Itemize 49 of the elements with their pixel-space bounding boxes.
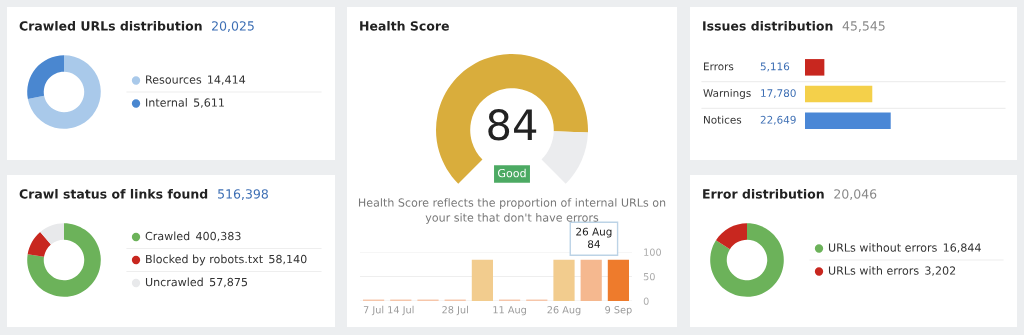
chart-subtitle: 516,398 — [218, 189, 268, 200]
data-label: 5,116 — [760, 62, 790, 72]
chart-title: Crawled URLs distribution — [19, 20, 202, 31]
y-tick-label: Errors — [704, 62, 734, 71]
text: 84 — [488, 109, 537, 141]
y-tick-label: Notices — [704, 115, 742, 124]
chart-title: Crawl status of links found — [19, 188, 208, 199]
data-label: 400,383 — [196, 231, 241, 242]
y-tick-label: Warnings — [703, 88, 751, 100]
legend-label: Crawled — [145, 231, 190, 241]
chart-title: Health Score — [360, 20, 449, 31]
x-tick-label: 14 Jul — [388, 305, 414, 316]
legend-label: Blocked by robots.txt — [146, 254, 263, 266]
legend-label: Resources — [146, 75, 202, 84]
donut-slice — [27, 231, 51, 257]
donut-slice — [27, 55, 64, 99]
x-tick-label: 26 Aug — [547, 306, 581, 316]
data-label: 58,140 — [269, 254, 307, 265]
y-tick-label: 100 — [644, 248, 662, 256]
data-label: 17,780 — [761, 89, 796, 99]
data-label: 22,649 — [760, 115, 796, 125]
legend-label: URLs with errors — [828, 266, 919, 275]
legend-label: URLs without errors — [828, 243, 937, 252]
donut-slice — [710, 223, 784, 297]
x-tick-label: 7 Jul — [363, 305, 384, 316]
text: 26 Aug 84 — [576, 227, 612, 249]
y-tick-label: 0 — [643, 297, 649, 305]
chart-subtitle: 20,046 — [834, 189, 877, 200]
legend-label: Internal — [146, 98, 187, 107]
legend-label: Uncrawled — [145, 277, 203, 287]
donut-slice — [715, 223, 747, 250]
donut-slice — [40, 223, 64, 245]
data-label: 5,611 — [193, 98, 224, 108]
chart-subtitle: 20,025 — [212, 21, 254, 32]
chart-title: Error distribution — [703, 188, 824, 199]
data-label: 57,875 — [209, 277, 248, 288]
donut-slice — [27, 55, 101, 129]
text: Health Score reflects the proportion of internal URLs on your site that don't have errors — [358, 198, 666, 224]
chart-subtitle: 45,545 — [842, 21, 885, 32]
donut-slice — [27, 223, 101, 297]
x-tick-label: 11 Aug — [493, 306, 526, 316]
y-tick-label: 50 — [643, 272, 655, 281]
text: Good — [497, 168, 526, 178]
data-label: 3,202 — [925, 266, 956, 276]
chart-title: Issues distribution — [703, 20, 833, 31]
x-tick-label: 28 Jul — [442, 305, 468, 316]
data-label: 16,844 — [943, 243, 981, 253]
data-label: 14,414 — [208, 75, 246, 85]
x-tick-label: 9 Sep — [605, 306, 632, 316]
